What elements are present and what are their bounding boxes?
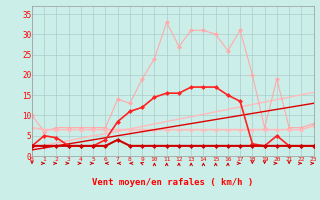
X-axis label: Vent moyen/en rafales ( km/h ): Vent moyen/en rafales ( km/h ) bbox=[92, 178, 253, 187]
